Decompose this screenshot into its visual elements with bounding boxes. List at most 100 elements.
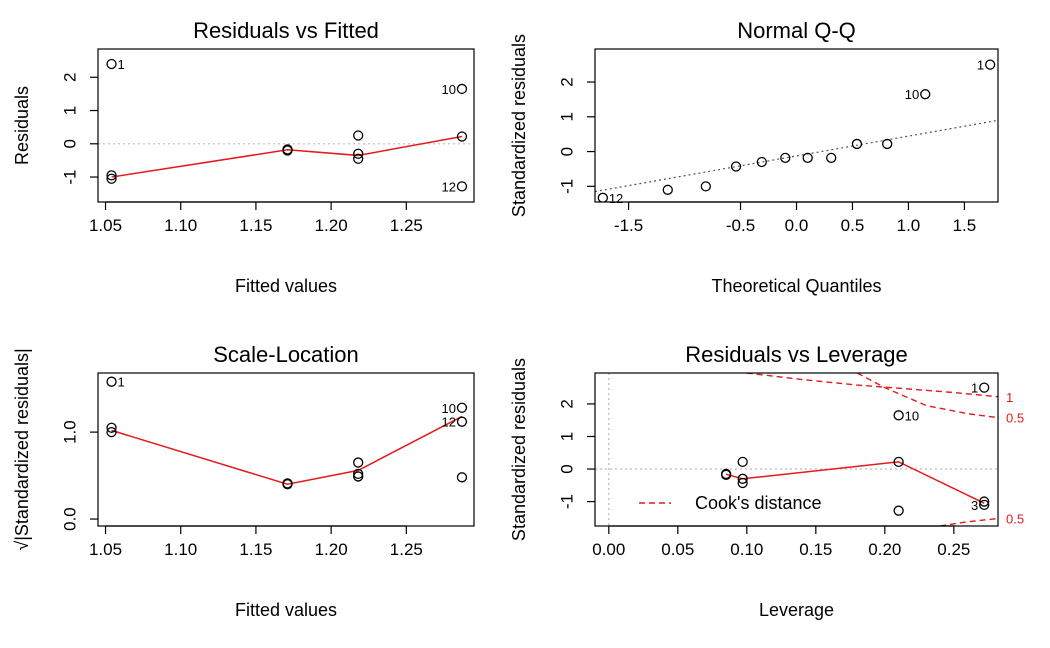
smoother-line (111, 415, 463, 486)
cooks-distance-curve-2 (939, 517, 998, 526)
data-point (756, 156, 767, 168)
y-tick-label: 1 (558, 432, 577, 441)
y-tick-label: 0 (558, 147, 577, 156)
cooks-distance-curve-0 (746, 373, 998, 398)
y-tick-label: 1 (61, 106, 80, 115)
data-point (737, 473, 748, 484)
data-point (851, 138, 863, 150)
data-point (985, 59, 996, 70)
data-point (106, 376, 117, 387)
y-tick-label: 2 (558, 77, 577, 86)
data-point (597, 192, 608, 202)
data-point (893, 505, 904, 516)
data-point (456, 472, 468, 483)
plot-frame (594, 48, 999, 203)
chart-title: Normal Q-Q (737, 18, 856, 43)
data-point (456, 181, 468, 192)
y-tick-label: -1 (558, 494, 577, 509)
x-axis-label: Theoretical Quantiles (711, 276, 881, 296)
y-axis-label: Standardized residuals (509, 358, 529, 541)
data-point (780, 152, 791, 163)
point-label: 10 (441, 401, 455, 416)
data-point (979, 496, 990, 507)
plot-area (595, 59, 998, 202)
cooks-distance-curve-1 (856, 373, 998, 419)
x-tick-label: 1.5 (953, 216, 977, 235)
plot-area (106, 376, 468, 490)
y-tick-label: -1 (558, 179, 577, 194)
x-tick-label: 1.0 (897, 216, 921, 235)
data-point (282, 145, 293, 156)
data-point (730, 161, 742, 172)
x-tick-label: 1.05 (89, 540, 122, 559)
data-point (456, 416, 468, 427)
x-tick-label: 0.05 (661, 540, 694, 559)
point-label: 12 (609, 191, 623, 206)
x-tick-label: 1.25 (390, 540, 423, 559)
data-point (353, 471, 364, 482)
data-point (106, 422, 117, 433)
point-label: 1 (118, 57, 125, 72)
plot-frame (97, 372, 475, 527)
x-tick-label: 1.15 (239, 540, 272, 559)
chart-title: Scale-Location (213, 342, 359, 367)
data-point (282, 479, 293, 490)
x-tick-label: 1.10 (164, 216, 197, 235)
x-tick-label: 0.5 (841, 216, 865, 235)
qq-reference-line (595, 119, 998, 193)
plot-area (98, 58, 474, 192)
x-tick-label: 0.10 (730, 540, 763, 559)
x-axis-label: Leverage (759, 600, 834, 620)
y-tick-label: 1.0 (61, 420, 80, 444)
data-point (353, 457, 364, 468)
data-point (826, 152, 837, 163)
point-label: 1 (971, 381, 978, 396)
legend-label: Cook's distance (695, 493, 822, 513)
data-point (353, 468, 364, 479)
smoother-line (111, 135, 463, 178)
y-tick-label: 0 (558, 464, 577, 473)
data-point (979, 499, 990, 510)
plot-area (595, 373, 998, 526)
data-point (456, 83, 468, 95)
y-tick-label: 0.0 (61, 507, 80, 531)
x-tick-label: 0.0 (785, 216, 809, 235)
y-tick-label: 2 (61, 73, 80, 82)
point-label: 12 (441, 179, 455, 194)
x-tick-label: 1.20 (315, 216, 348, 235)
y-tick-label: 1 (558, 112, 577, 121)
y-axis-label: Standardized residuals (509, 34, 529, 217)
data-point (456, 131, 468, 142)
point-label: 1 (977, 58, 984, 73)
x-tick-label: 1.20 (315, 540, 348, 559)
data-point (882, 138, 893, 150)
x-tick-label: 0.00 (592, 540, 625, 559)
x-tick-label: 0.20 (868, 540, 901, 559)
x-tick-label: 1.15 (239, 216, 272, 235)
data-point (737, 477, 748, 489)
data-point (106, 426, 117, 438)
chart-title: Residuals vs Fitted (193, 18, 379, 43)
data-point (106, 58, 117, 70)
plot-frame (97, 48, 475, 203)
point-label: 10 (905, 408, 919, 423)
smoother-line (725, 461, 985, 504)
cooks-distance-level-label: 1 (1006, 390, 1013, 405)
x-tick-label: 1.25 (390, 216, 423, 235)
data-point (662, 184, 673, 195)
x-axis-label: Fitted values (235, 276, 337, 296)
x-tick-label: -0.5 (726, 216, 755, 235)
x-tick-label: 1.10 (164, 540, 197, 559)
x-axis-label: Fitted values (235, 600, 337, 620)
data-point (353, 148, 364, 159)
data-point (720, 468, 732, 480)
data-point (106, 170, 117, 181)
point-label: 3 (971, 498, 978, 513)
data-point (456, 402, 468, 413)
cooks-distance-level-label: 0.5 (1006, 512, 1024, 527)
x-tick-label: 1.05 (89, 216, 122, 235)
y-axis-label: √|Standardized residuals| (12, 348, 32, 550)
